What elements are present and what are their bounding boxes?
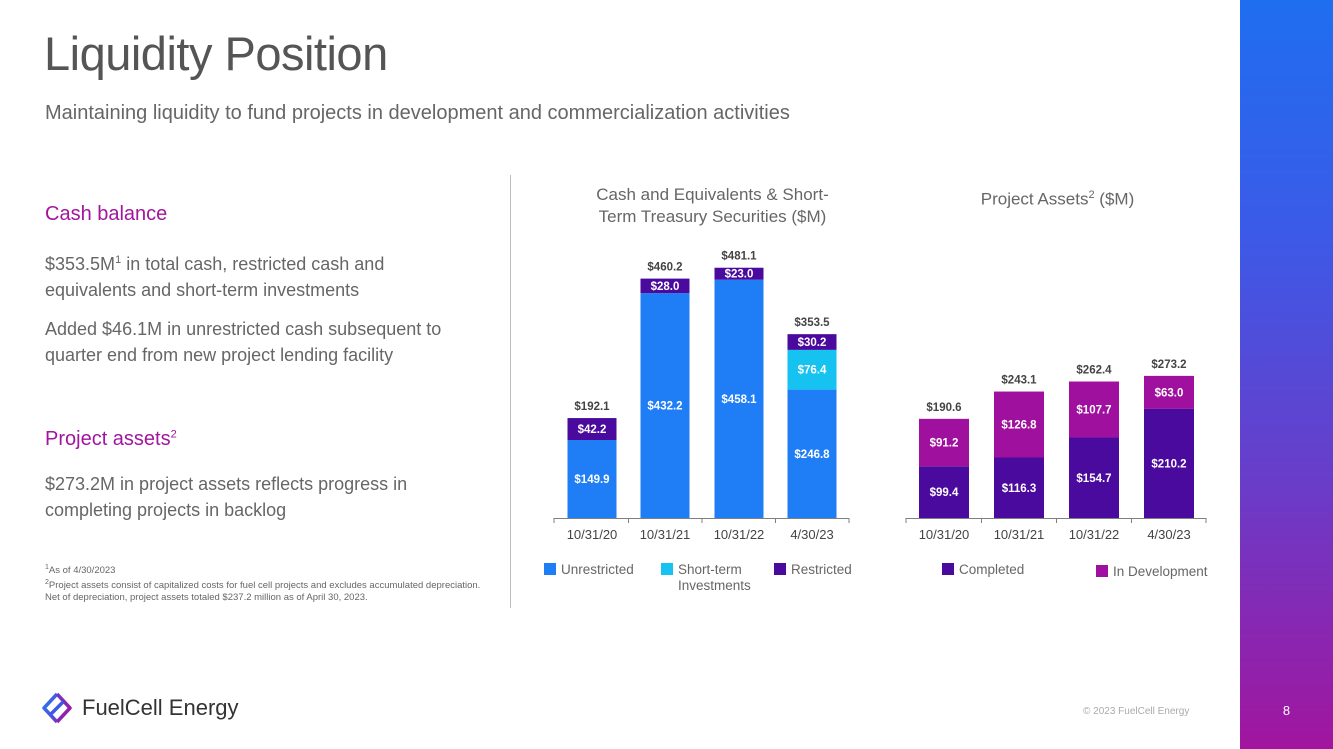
footnote-2-marker: 2 xyxy=(45,579,49,587)
project-segment-label: $107.7 xyxy=(1076,405,1111,417)
project-category-label: 10/31/20 xyxy=(919,527,970,542)
page-number: 8 xyxy=(1282,703,1291,718)
project-bar-completed xyxy=(994,457,1044,518)
cash-segment-label: $149.9 xyxy=(574,474,609,486)
cash-category-label: 4/30/23 xyxy=(790,527,833,542)
legend-swatch-short-term xyxy=(661,563,673,575)
cash-total-label: $353.5 xyxy=(794,317,830,329)
cash-chart-title: Cash and Equivalents & Short- Term Treas… xyxy=(560,184,865,228)
cash-bar-restricted xyxy=(714,267,764,280)
cash-total-label: $481.1 xyxy=(721,251,757,263)
legend-swatch-restricted xyxy=(774,563,786,575)
project-category-label: 10/31/22 xyxy=(1069,527,1120,542)
company-name: FuelCell Energy xyxy=(82,695,239,720)
footnote-1: 1As of 4/30/2023 xyxy=(45,562,495,577)
cash-paragraph-1: $353.5M1 in total cash, restricted cash … xyxy=(45,247,475,303)
project-category-label: 10/31/21 xyxy=(994,527,1045,542)
legend-label-short-term: Short-term xyxy=(678,562,742,577)
cash-total-label: $192.1 xyxy=(574,401,610,413)
cash-bar-short-term-investments xyxy=(787,349,837,390)
cash-bar-unrestricted xyxy=(567,440,617,518)
cash-segment-label: $458.1 xyxy=(721,394,757,406)
legend-label-restricted: Restricted xyxy=(791,562,852,577)
cash-total-label: $460.2 xyxy=(647,262,682,274)
brand-sidebar xyxy=(1240,0,1333,749)
project-chart-title-sup: 2 xyxy=(1088,189,1095,201)
cash-bar-unrestricted xyxy=(640,293,690,518)
project-total-label: $190.6 xyxy=(926,402,961,414)
legend-swatch-in-development xyxy=(1096,565,1108,577)
cash-chart-title-line1: Cash and Equivalents & Short- xyxy=(596,185,829,204)
cash-bar-restricted xyxy=(567,418,617,441)
project-segment-label: $99.4 xyxy=(930,487,959,499)
project-bar-in-development xyxy=(1069,381,1119,438)
project-heading: Project assets2 xyxy=(45,428,177,451)
cash-segment-label: $30.2 xyxy=(798,337,827,349)
project-paragraph: $273.2M in project assets reflects progr… xyxy=(45,474,408,520)
footnotes: 1As of 4/30/2023 2Project assets consist… xyxy=(45,562,495,604)
project-heading-text: Project assets xyxy=(45,428,171,450)
legend-label-unrestricted: Unrestricted xyxy=(561,562,634,577)
project-segment-label: $116.3 xyxy=(1002,483,1037,495)
footnote-1-text: As of 4/30/2023 xyxy=(48,565,116,577)
project-segment-label: $63.0 xyxy=(1155,387,1184,399)
project-bar-completed xyxy=(1144,408,1194,518)
project-total-label: $262.4 xyxy=(1076,364,1112,376)
cash-category-label: 10/31/21 xyxy=(640,527,691,542)
cash-category-label: 10/31/20 xyxy=(567,527,618,542)
footnote-1-marker: 1 xyxy=(45,564,49,571)
cash-bar-unrestricted xyxy=(714,279,764,518)
project-category-label: 4/30/23 xyxy=(1147,527,1190,542)
project-total-label: $273.2 xyxy=(1151,359,1186,371)
cash-total: $353.5M xyxy=(45,254,116,274)
copyright: © 2023 FuelCell Energy xyxy=(1083,706,1190,717)
cash-segment-label: $432.2 xyxy=(647,401,682,413)
cash-category-label: 10/31/22 xyxy=(714,527,765,542)
cash-chart-title-line2: Term Treasury Securities ($M) xyxy=(598,207,827,226)
vertical-divider xyxy=(510,175,511,608)
legend-swatch-unrestricted xyxy=(544,563,556,575)
project-chart-title: Project Assets2 ($M) xyxy=(905,184,1210,211)
project-bar-completed xyxy=(1069,437,1119,518)
page-subtitle: Maintaining liquidity to fund projects i… xyxy=(45,102,790,124)
footnote-2-text: Project assets consist of capitalized co… xyxy=(45,580,481,604)
cash-description: in total cash, restricted cash and equiv… xyxy=(45,254,385,300)
footnote-ref-1: 1 xyxy=(115,254,122,266)
project-bar-in-development xyxy=(919,418,969,467)
project-segment-label: $210.2 xyxy=(1151,458,1186,470)
project-chart-title-main: Project Assets xyxy=(980,189,1089,209)
legend-label-in-development: In Development xyxy=(1113,564,1208,579)
footnote-2: 2Project assets consist of capitalized c… xyxy=(45,577,495,604)
legend-swatch-completed xyxy=(942,563,954,575)
footnote-ref-2: 2 xyxy=(170,428,177,441)
cash-paragraph-2: Added $46.1M in unrestricted cash subseq… xyxy=(45,319,442,365)
cash-segment-label: $23.0 xyxy=(725,269,754,281)
page-title: Liquidity Position xyxy=(44,27,388,80)
project-segment-label: $154.7 xyxy=(1076,473,1111,485)
legend-label-short-term-line2: Investments xyxy=(678,578,751,593)
cash-bar-restricted xyxy=(640,278,690,294)
cash-segment-label: $246.8 xyxy=(794,449,830,461)
project-total-label: $243.1 xyxy=(1001,375,1037,387)
cash-segment-label: $28.0 xyxy=(651,281,680,293)
project-bar-in-development xyxy=(994,391,1044,458)
company-logo: FuelCell Energy xyxy=(40,692,239,724)
project-bar-in-development xyxy=(1144,375,1194,409)
cash-bar-unrestricted xyxy=(787,389,837,518)
legend-label-completed: Completed xyxy=(959,562,1024,577)
cash-heading: Cash balance xyxy=(45,203,168,225)
project-segment-label: $126.8 xyxy=(1001,420,1037,432)
project-segment-label: $91.2 xyxy=(930,438,959,450)
cash-segment-label: $76.4 xyxy=(798,365,827,377)
cash-bar-restricted xyxy=(787,334,837,350)
fuelcell-logo-icon xyxy=(42,692,72,724)
project-bar-completed xyxy=(919,466,969,518)
cash-segment-label: $42.2 xyxy=(578,424,607,436)
project-chart-title-rest: ($M) xyxy=(1094,189,1135,209)
